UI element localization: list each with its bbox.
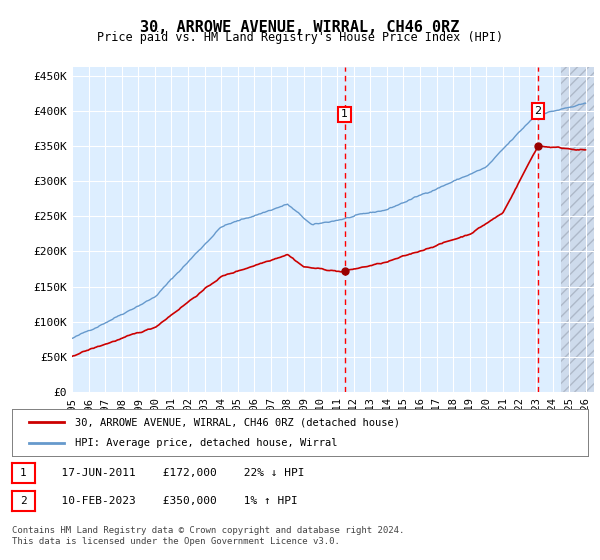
Text: Price paid vs. HM Land Registry's House Price Index (HPI): Price paid vs. HM Land Registry's House …: [97, 31, 503, 44]
Text: 10-FEB-2023    £350,000    1% ↑ HPI: 10-FEB-2023 £350,000 1% ↑ HPI: [48, 496, 298, 506]
Text: 2: 2: [535, 106, 542, 116]
Text: 30, ARROWE AVENUE, WIRRAL, CH46 0RZ: 30, ARROWE AVENUE, WIRRAL, CH46 0RZ: [140, 20, 460, 35]
Text: HPI: Average price, detached house, Wirral: HPI: Average price, detached house, Wirr…: [76, 438, 338, 448]
Bar: [561, 67, 594, 392]
Text: 2: 2: [20, 496, 27, 506]
Text: Contains HM Land Registry data © Crown copyright and database right 2024.
This d: Contains HM Land Registry data © Crown c…: [12, 526, 404, 546]
Text: 30, ARROWE AVENUE, WIRRAL, CH46 0RZ (detached house): 30, ARROWE AVENUE, WIRRAL, CH46 0RZ (det…: [76, 417, 400, 427]
Text: 1: 1: [341, 109, 348, 119]
Text: 17-JUN-2011    £172,000    22% ↓ HPI: 17-JUN-2011 £172,000 22% ↓ HPI: [48, 468, 305, 478]
Text: 1: 1: [20, 468, 27, 478]
